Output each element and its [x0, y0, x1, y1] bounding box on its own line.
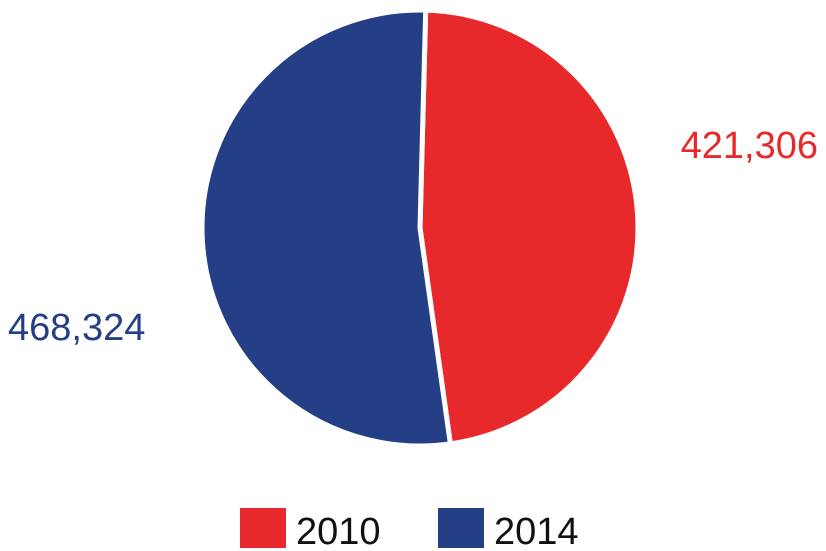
- legend: 2010 2014: [240, 508, 579, 551]
- pie-slice-2010: [417, 7, 641, 447]
- pie-slice-2014: [199, 7, 453, 449]
- data-label-2010: 421,306: [681, 125, 818, 167]
- legend-swatch-2014: [438, 508, 484, 548]
- pie-slices: [199, 7, 641, 449]
- legend-label-2014: 2014: [494, 511, 579, 551]
- legend-swatch-2010: [240, 508, 286, 548]
- data-label-2014: 468,324: [8, 307, 145, 349]
- legend-label-2010: 2010: [296, 511, 381, 551]
